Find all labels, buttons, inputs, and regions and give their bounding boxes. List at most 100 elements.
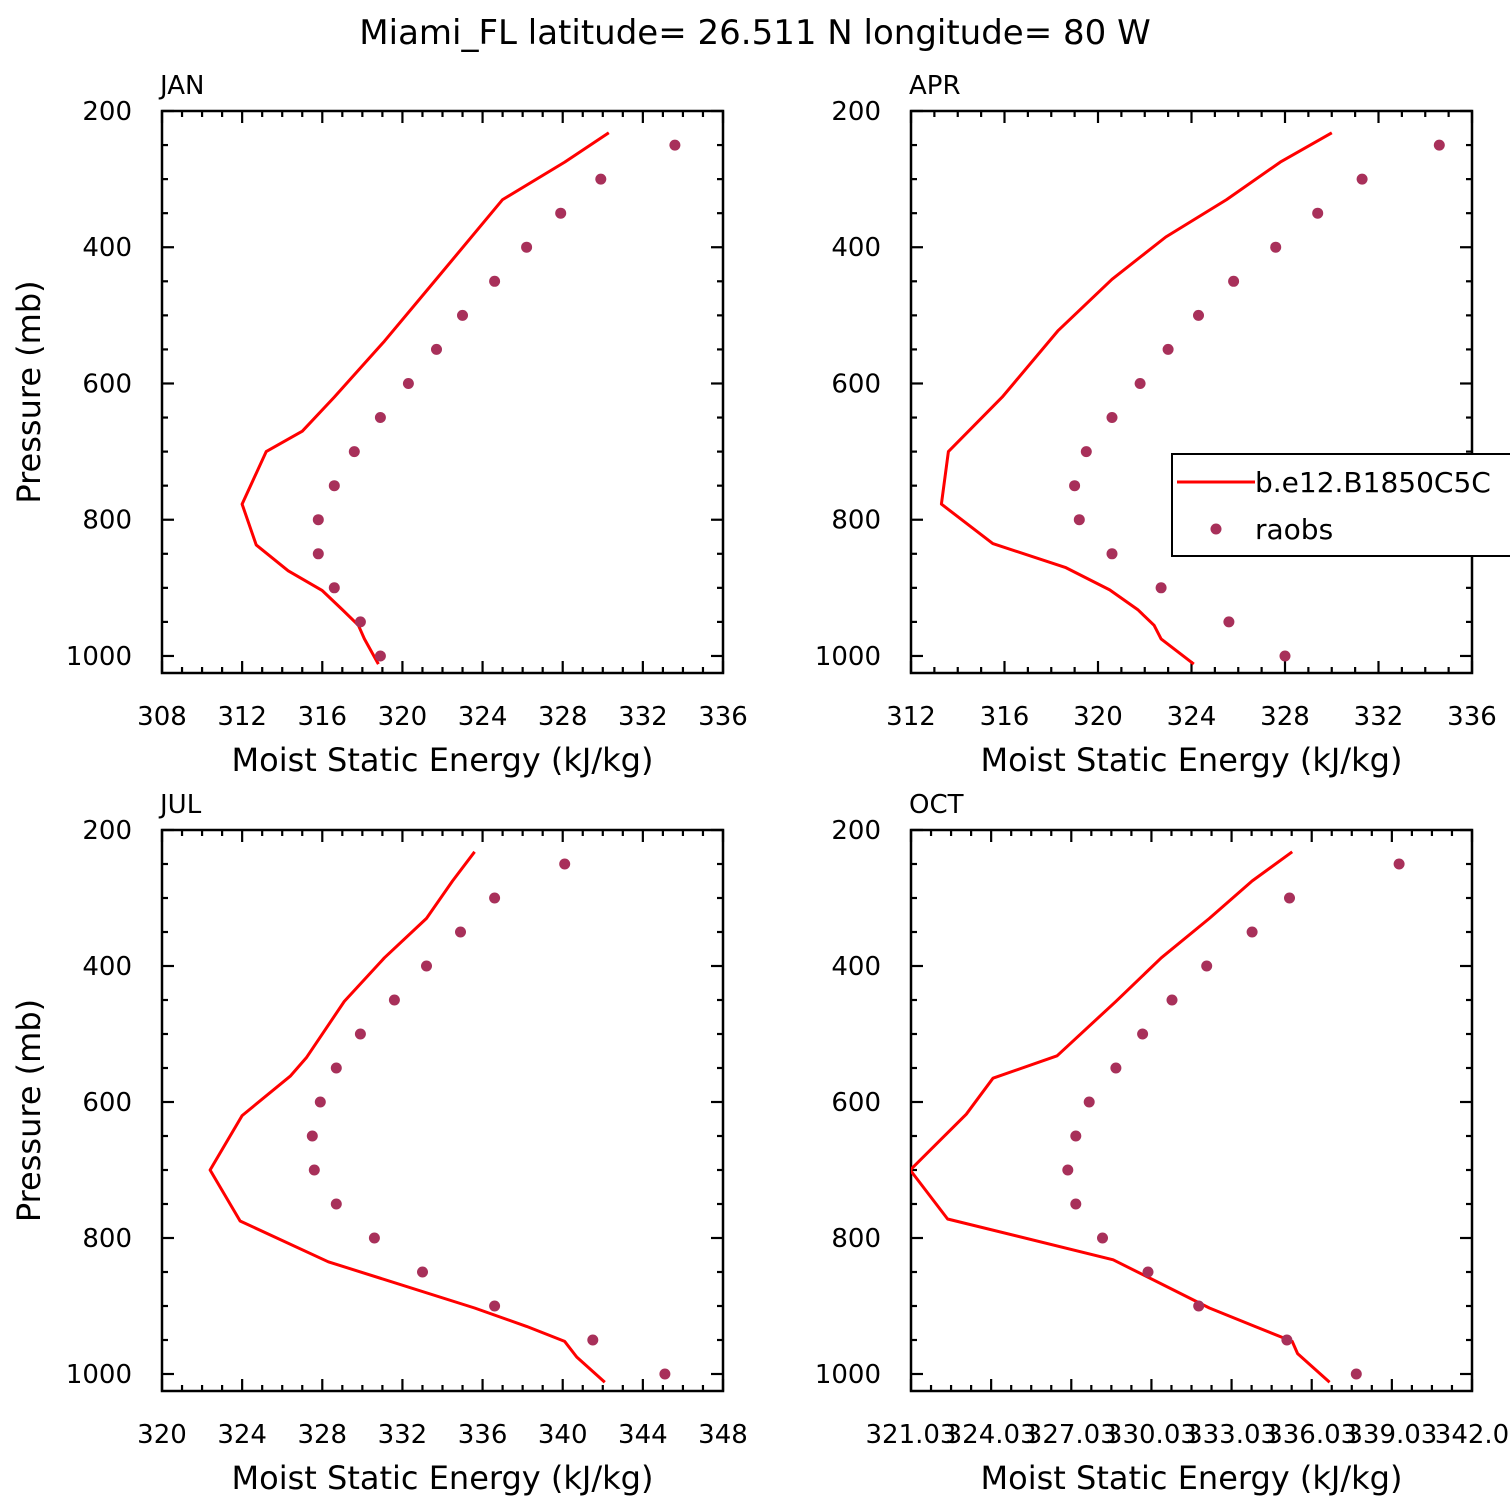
x-tick-label: 332 bbox=[378, 1420, 428, 1450]
y-tick-label: 800 bbox=[82, 506, 132, 536]
raob-point bbox=[455, 926, 466, 938]
model-line bbox=[208, 850, 606, 1384]
y-tick-label: 400 bbox=[831, 952, 881, 982]
raob-point bbox=[1281, 1334, 1293, 1346]
x-tick-label: 344 bbox=[618, 1420, 668, 1450]
raob-point bbox=[1284, 892, 1295, 904]
y-tick-label: 1000 bbox=[66, 1360, 132, 1390]
raob-point bbox=[431, 343, 442, 355]
legend: b.e12.B1850C5C raobs bbox=[1171, 453, 1510, 557]
x-tick-label: 316 bbox=[980, 702, 1030, 732]
x-tick-label: 312 bbox=[217, 702, 267, 732]
raob-point bbox=[489, 892, 501, 904]
raob-point bbox=[312, 548, 324, 560]
raob-point bbox=[1246, 926, 1258, 938]
raob-point bbox=[1155, 582, 1167, 594]
raob-point bbox=[1279, 650, 1291, 662]
raob-point bbox=[1110, 1062, 1122, 1074]
x-tick-label: 330.03 bbox=[1106, 1420, 1197, 1450]
raob-point bbox=[1162, 343, 1174, 355]
raob-point bbox=[489, 1300, 501, 1312]
raob-point bbox=[457, 309, 468, 321]
legend-label: raobs bbox=[1255, 513, 1333, 546]
raob-point bbox=[374, 412, 386, 423]
x-tick-label: 332 bbox=[618, 702, 668, 732]
panel-oct: 321.03324.03327.03330.03333.03336.03339.… bbox=[815, 790, 1509, 1497]
raob-point bbox=[1134, 378, 1146, 389]
raob-point bbox=[402, 378, 414, 389]
x-axis-title: Moist Static Energy (kJ/kg) bbox=[981, 741, 1403, 779]
raob-point bbox=[1223, 616, 1235, 628]
plot-frame bbox=[160, 109, 725, 675]
raob-point bbox=[1393, 858, 1405, 870]
legend-box bbox=[1171, 453, 1510, 557]
plot-frame bbox=[909, 828, 1474, 1393]
raob-point bbox=[1062, 1164, 1074, 1176]
y-tick-label: 200 bbox=[82, 816, 132, 846]
raob-point bbox=[308, 1164, 320, 1176]
y-axis-title: Pressure (mb) bbox=[10, 999, 48, 1222]
raob-point bbox=[1106, 548, 1118, 560]
panel-label: OCT bbox=[909, 790, 964, 820]
raob-point bbox=[1106, 412, 1118, 423]
raob-point bbox=[330, 1198, 342, 1210]
x-tick-label: 336 bbox=[698, 702, 748, 732]
raob-point bbox=[314, 1096, 326, 1108]
legend-label: b.e12.B1850C5C bbox=[1255, 466, 1491, 499]
raob-point bbox=[1097, 1232, 1108, 1244]
raob-point bbox=[587, 1334, 599, 1346]
y-tick-label: 400 bbox=[82, 952, 132, 982]
raob-point bbox=[348, 446, 360, 458]
raob-point bbox=[388, 994, 400, 1006]
raob-point bbox=[521, 241, 533, 253]
x-tick-label: 328 bbox=[297, 1420, 347, 1450]
y-tick-label: 1000 bbox=[66, 642, 132, 672]
raob-point bbox=[1228, 275, 1240, 287]
x-tick-label: 342.0 bbox=[1435, 1420, 1509, 1450]
x-tick-label: 308 bbox=[137, 702, 187, 732]
y-tick-label: 800 bbox=[831, 1224, 881, 1254]
y-tick-label: 1000 bbox=[815, 1360, 881, 1390]
raob-point bbox=[489, 275, 501, 287]
plot-frame bbox=[909, 109, 1474, 675]
x-tick-label: 320 bbox=[378, 702, 428, 732]
raob-point bbox=[1193, 1300, 1205, 1312]
raob-point bbox=[312, 514, 324, 526]
raob-point bbox=[374, 650, 386, 662]
raob-point bbox=[354, 616, 366, 628]
x-axis-title: Moist Static Energy (kJ/kg) bbox=[232, 741, 654, 779]
y-tick-label: 200 bbox=[831, 816, 881, 846]
model-line bbox=[911, 850, 1331, 1384]
raob-point bbox=[555, 207, 567, 219]
raob-point bbox=[659, 1368, 671, 1380]
panel-label: JUL bbox=[158, 790, 202, 820]
y-tick-label: 400 bbox=[82, 233, 132, 263]
panels: 308 312 316 320 324 328 332 336 200 400 600 800 1000… bbox=[10, 71, 1509, 1497]
model-line bbox=[939, 131, 1333, 666]
raob-point bbox=[328, 480, 340, 492]
raob-point bbox=[669, 139, 681, 151]
raob-point bbox=[368, 1232, 380, 1244]
y-tick-label: 600 bbox=[831, 369, 881, 399]
y-tick-label: 200 bbox=[82, 97, 132, 127]
x-tick-label: 339.03 bbox=[1346, 1420, 1437, 1450]
figure-title: Miami_FL latitude= 26.511 N longitude= 8… bbox=[359, 13, 1150, 53]
x-tick-label: 320 bbox=[137, 1420, 187, 1450]
x-axis-title: Moist Static Energy (kJ/kg) bbox=[232, 1459, 654, 1497]
x-tick-label: 328 bbox=[1260, 702, 1310, 732]
raob-point bbox=[1193, 309, 1204, 321]
panel-jul: 320 324 328 332 336 340 344 348 200 400 600 800 1000… bbox=[10, 790, 748, 1497]
y-axis-title: Pressure (mb) bbox=[10, 280, 48, 503]
x-tick-label: 324 bbox=[217, 1420, 267, 1450]
raob-point bbox=[1080, 446, 1092, 458]
raob-point bbox=[1083, 1096, 1095, 1108]
x-tick-label: 328 bbox=[538, 702, 588, 732]
x-tick-label: 336 bbox=[1447, 702, 1497, 732]
x-tick-label: 324.03 bbox=[946, 1420, 1037, 1450]
raob-point bbox=[595, 173, 607, 185]
x-tick-label: 321.03 bbox=[866, 1420, 957, 1450]
panel-jan: 308 312 316 320 324 328 332 336 200 400 600 800 1000… bbox=[10, 71, 748, 779]
legend-marker-swatch bbox=[1210, 523, 1222, 535]
raob-point bbox=[330, 1062, 342, 1074]
x-tick-label: 312 bbox=[886, 702, 936, 732]
